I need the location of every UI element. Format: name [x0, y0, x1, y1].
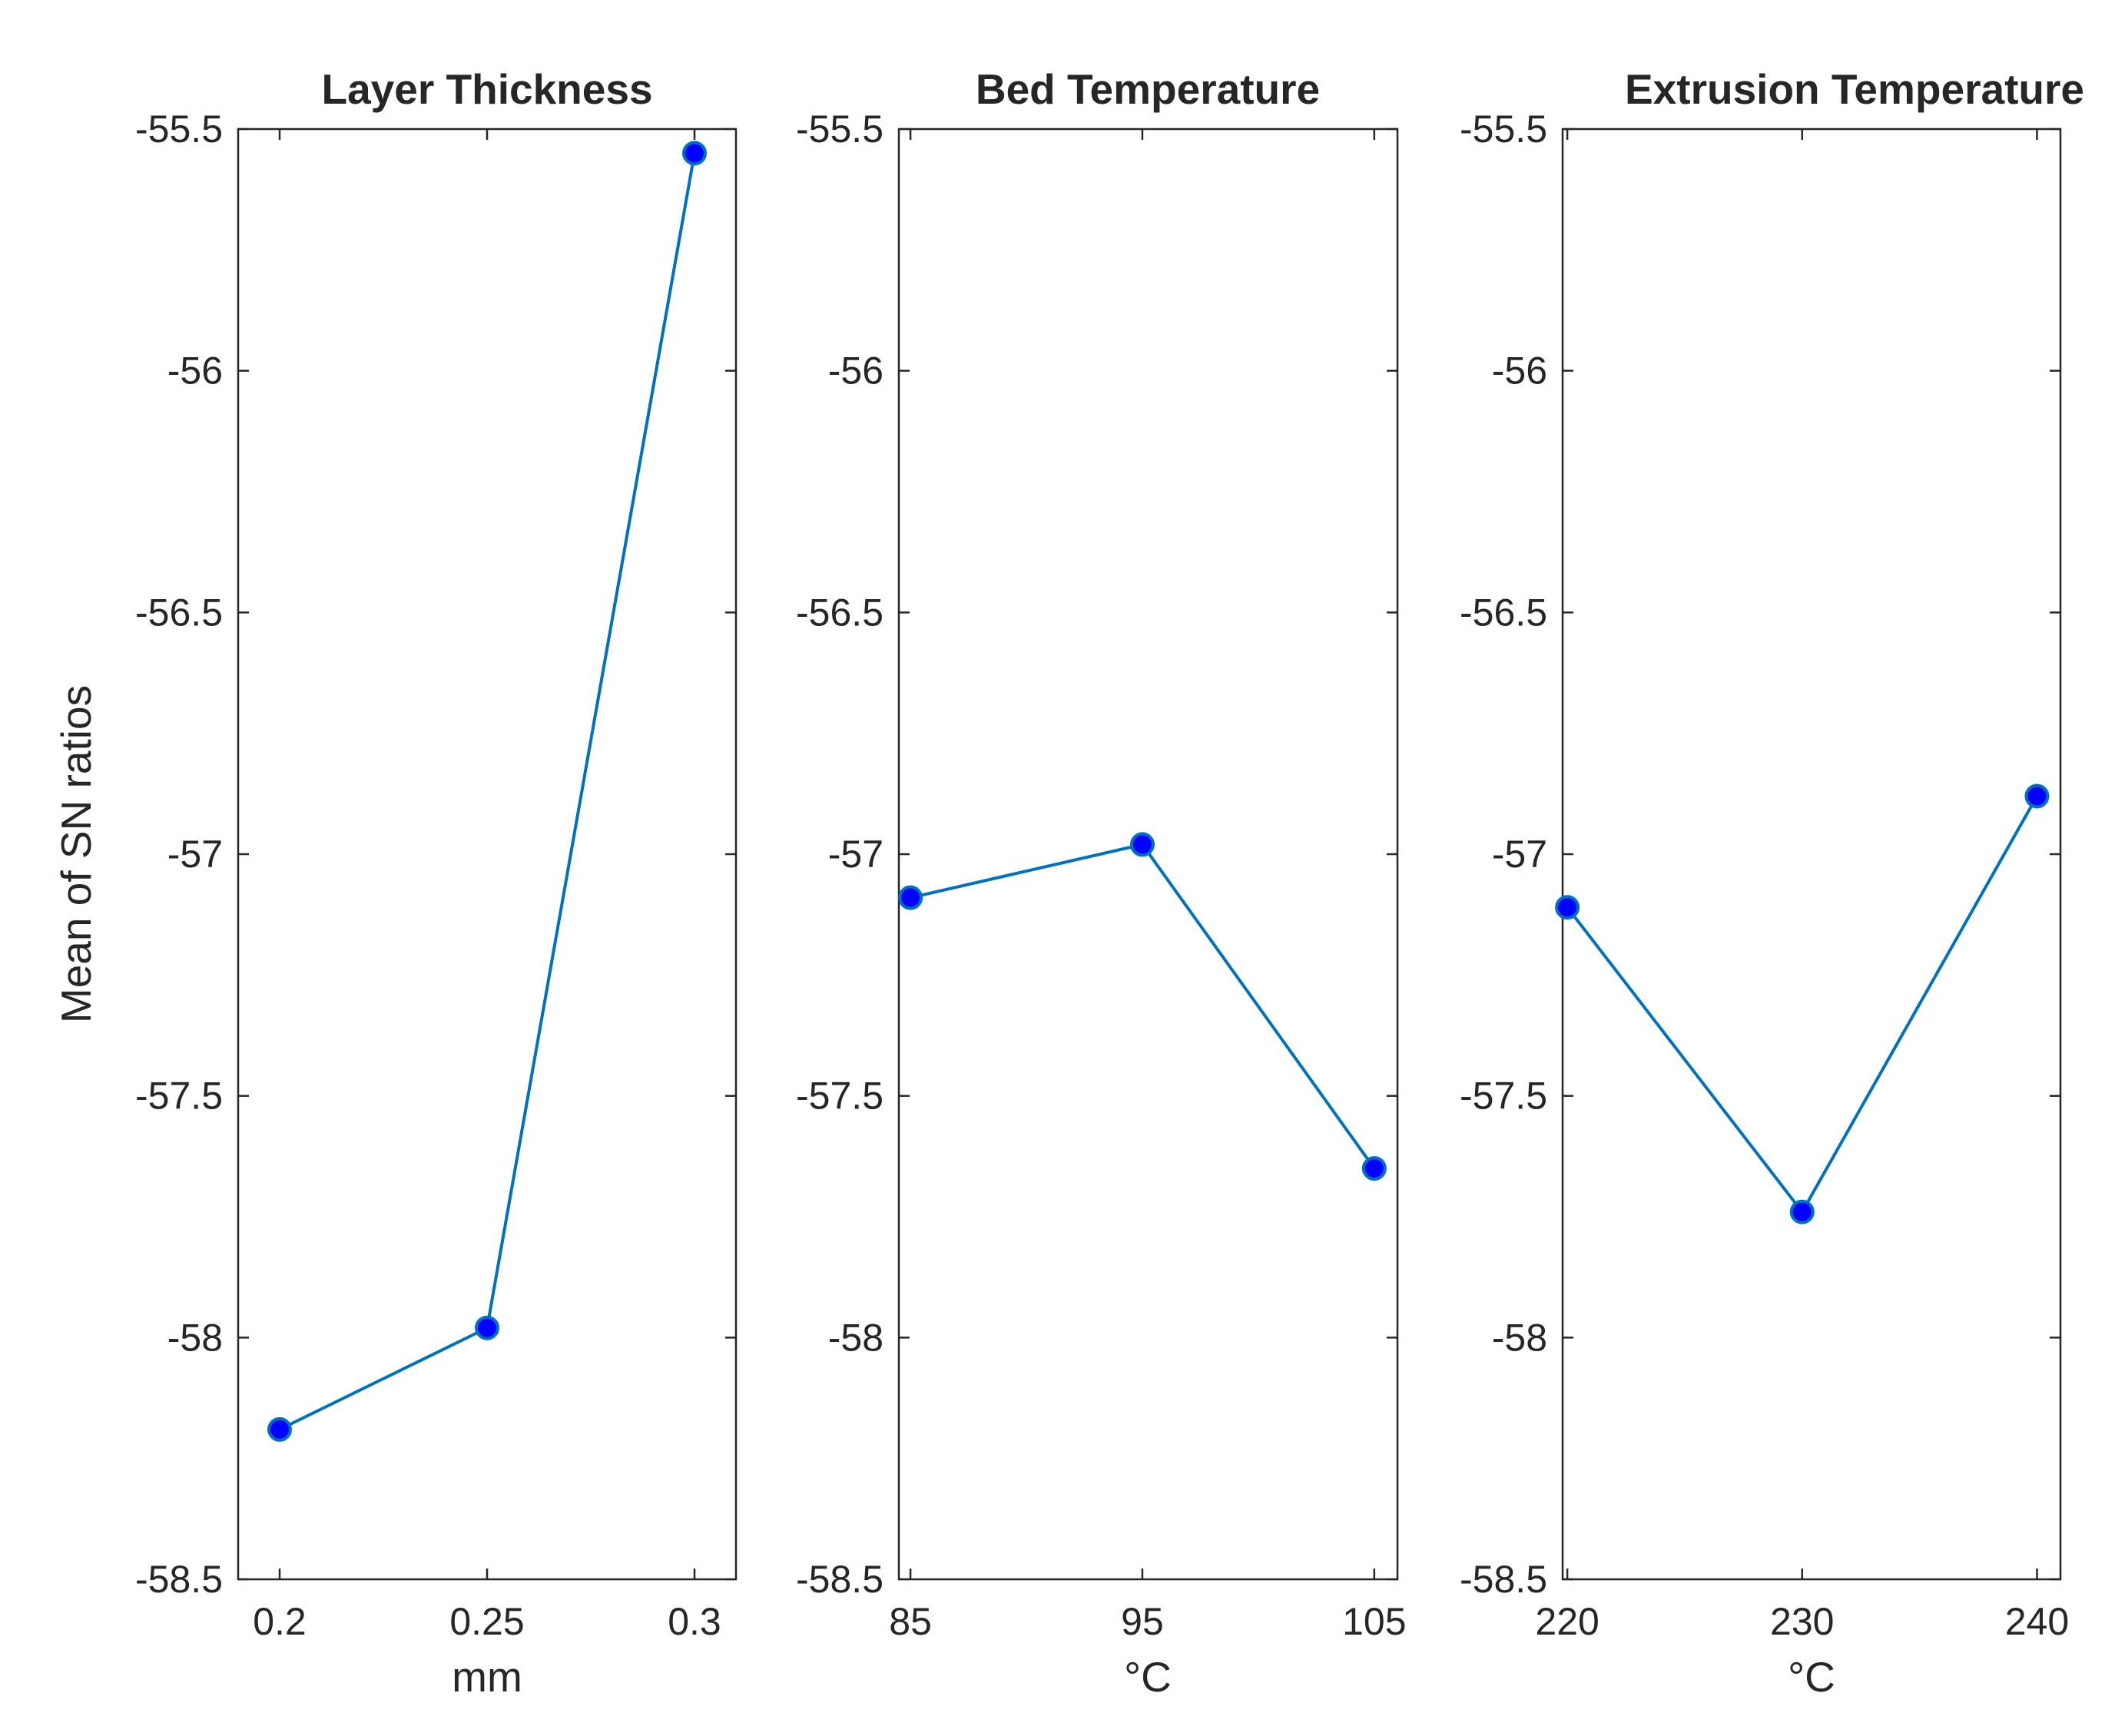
x-tick-label: 220: [1535, 1600, 1599, 1643]
y-tick-label: -57: [167, 833, 223, 876]
axes-box: [1561, 128, 2062, 1581]
y-tick-label: -58.5: [135, 1558, 223, 1601]
panel-title: Bed Temperature: [976, 65, 1320, 113]
y-tick-label: -58: [828, 1316, 883, 1359]
x-axis-label: mm: [452, 1653, 522, 1701]
y-tick-label: -57: [1492, 833, 1547, 876]
y-tick-label: -57.5: [1460, 1075, 1547, 1118]
data-point: [682, 141, 707, 166]
y-tick-label: -56.5: [796, 591, 883, 634]
y-tick-label: -56.5: [135, 591, 223, 634]
x-tick-label: 95: [1121, 1600, 1164, 1643]
x-tick-label: 0.2: [253, 1600, 307, 1643]
y-tick-label: -57.5: [796, 1075, 883, 1118]
x-tick-label: 105: [1342, 1600, 1406, 1643]
x-tick-label: 230: [1770, 1600, 1834, 1643]
panel-bed-temperature: Bed Temperature °C -55.5 -56 -56.5 -57 -57.5…: [796, 65, 1407, 1701]
y-tick-label: -55.5: [135, 108, 223, 151]
y-tick-label: -56.5: [1460, 591, 1547, 634]
y-tick-label: -55.5: [796, 108, 883, 151]
x-tick-label: 85: [889, 1600, 932, 1643]
y-tick-label: -57.5: [135, 1075, 223, 1118]
data-point: [1789, 1199, 1815, 1224]
data-point: [475, 1315, 499, 1340]
data-point: [2024, 784, 2050, 809]
panel-layer-thickness: Layer Thickness mm Mean of SN ratios -55…: [52, 65, 738, 1701]
data-point: [1361, 1156, 1387, 1181]
y-tick-label: -57: [828, 833, 883, 876]
x-tick-label: 0.25: [449, 1600, 524, 1643]
panel-extrusion-temperature: Extrusion Temperature °C -55.5 -56 -56.5 -5…: [1460, 65, 2084, 1701]
x-axis-label: °C: [1124, 1653, 1172, 1701]
y-tick-label: -56: [167, 350, 223, 393]
x-tick-label: 0.3: [668, 1600, 721, 1643]
y-tick-label: -58: [167, 1316, 223, 1359]
panel-title: Layer Thickness: [321, 65, 652, 113]
y-tick-label: -58: [1492, 1316, 1547, 1359]
data-point: [898, 885, 923, 910]
panel-title: Extrusion Temperature: [1625, 65, 2084, 113]
y-tick-label: -56: [828, 350, 883, 393]
x-tick-label: 240: [2005, 1600, 2069, 1643]
y-tick-label: -58.5: [1460, 1558, 1547, 1601]
x-axis-label: °C: [1788, 1653, 1835, 1701]
y-tick-label: -58.5: [796, 1558, 883, 1601]
y-tick-label: -55.5: [1460, 108, 1547, 151]
y-tick-label: -56: [1492, 350, 1547, 393]
y-axis-label: Mean of SN ratios: [52, 685, 100, 1023]
data-point: [1555, 895, 1580, 920]
data-point: [1129, 832, 1155, 857]
data-point: [267, 1416, 292, 1442]
